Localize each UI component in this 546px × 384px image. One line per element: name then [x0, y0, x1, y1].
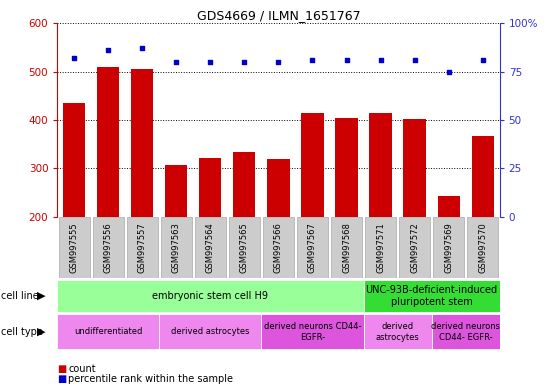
FancyBboxPatch shape [59, 217, 90, 278]
Point [172, 59, 181, 65]
Bar [301, 113, 324, 217]
FancyBboxPatch shape [161, 217, 192, 278]
Text: UNC-93B-deficient-induced
pluripotent stem: UNC-93B-deficient-induced pluripotent st… [365, 285, 497, 307]
FancyBboxPatch shape [229, 217, 260, 278]
Bar [472, 136, 494, 217]
Text: GSM997564: GSM997564 [206, 222, 215, 273]
Text: undifferentiated: undifferentiated [74, 328, 143, 336]
FancyBboxPatch shape [365, 217, 396, 278]
FancyBboxPatch shape [434, 217, 464, 278]
Bar [233, 152, 256, 217]
Text: GSM997566: GSM997566 [274, 222, 283, 273]
Bar [437, 196, 460, 217]
Text: ■: ■ [57, 374, 67, 384]
Text: ■: ■ [57, 364, 67, 374]
Bar [63, 103, 85, 217]
Text: GSM997565: GSM997565 [240, 222, 249, 273]
Text: GSM997572: GSM997572 [410, 222, 419, 273]
FancyBboxPatch shape [93, 217, 123, 278]
Point [410, 57, 419, 63]
Point [376, 57, 385, 63]
Text: GSM997568: GSM997568 [342, 222, 351, 273]
Bar [199, 158, 222, 217]
Text: GSM997556: GSM997556 [104, 222, 113, 273]
Text: cell type: cell type [1, 327, 43, 337]
Text: cell line: cell line [1, 291, 39, 301]
FancyBboxPatch shape [159, 314, 262, 349]
FancyBboxPatch shape [297, 217, 328, 278]
FancyBboxPatch shape [195, 217, 225, 278]
Text: GSM997567: GSM997567 [308, 222, 317, 273]
Text: derived neurons CD44-
EGFR-: derived neurons CD44- EGFR- [264, 322, 361, 342]
Text: embryonic stem cell H9: embryonic stem cell H9 [152, 291, 269, 301]
FancyBboxPatch shape [364, 314, 431, 349]
Bar [165, 165, 187, 217]
Text: ▶: ▶ [37, 327, 46, 337]
FancyBboxPatch shape [331, 217, 362, 278]
Text: GSM997569: GSM997569 [444, 222, 453, 273]
Bar [268, 159, 289, 217]
Text: GSM997563: GSM997563 [172, 222, 181, 273]
Point [308, 57, 317, 63]
FancyBboxPatch shape [262, 314, 364, 349]
Point [104, 47, 112, 53]
FancyBboxPatch shape [57, 280, 364, 312]
Bar [132, 69, 153, 217]
Text: derived
astrocytes: derived astrocytes [376, 322, 419, 342]
Text: percentile rank within the sample: percentile rank within the sample [68, 374, 233, 384]
FancyBboxPatch shape [399, 217, 430, 278]
FancyBboxPatch shape [57, 314, 159, 349]
FancyBboxPatch shape [431, 314, 500, 349]
Bar [370, 113, 391, 217]
Text: derived astrocytes: derived astrocytes [171, 328, 250, 336]
Point [342, 57, 351, 63]
Point [70, 55, 79, 61]
Bar [97, 67, 120, 217]
FancyBboxPatch shape [127, 217, 158, 278]
Point [478, 57, 487, 63]
Text: count: count [68, 364, 96, 374]
Text: GSM997557: GSM997557 [138, 222, 147, 273]
Bar [403, 119, 425, 217]
FancyBboxPatch shape [364, 280, 500, 312]
Point [274, 59, 283, 65]
Text: derived neurons
CD44- EGFR-: derived neurons CD44- EGFR- [431, 322, 500, 342]
Title: GDS4669 / ILMN_1651767: GDS4669 / ILMN_1651767 [197, 9, 360, 22]
Text: GSM997571: GSM997571 [376, 222, 385, 273]
FancyBboxPatch shape [467, 217, 498, 278]
Point [240, 59, 249, 65]
Point [206, 59, 215, 65]
Point [444, 68, 453, 74]
Point [138, 45, 147, 51]
Text: ▶: ▶ [37, 291, 46, 301]
Bar [335, 118, 358, 217]
Text: GSM997570: GSM997570 [478, 222, 487, 273]
Text: GSM997555: GSM997555 [70, 222, 79, 273]
FancyBboxPatch shape [263, 217, 294, 278]
